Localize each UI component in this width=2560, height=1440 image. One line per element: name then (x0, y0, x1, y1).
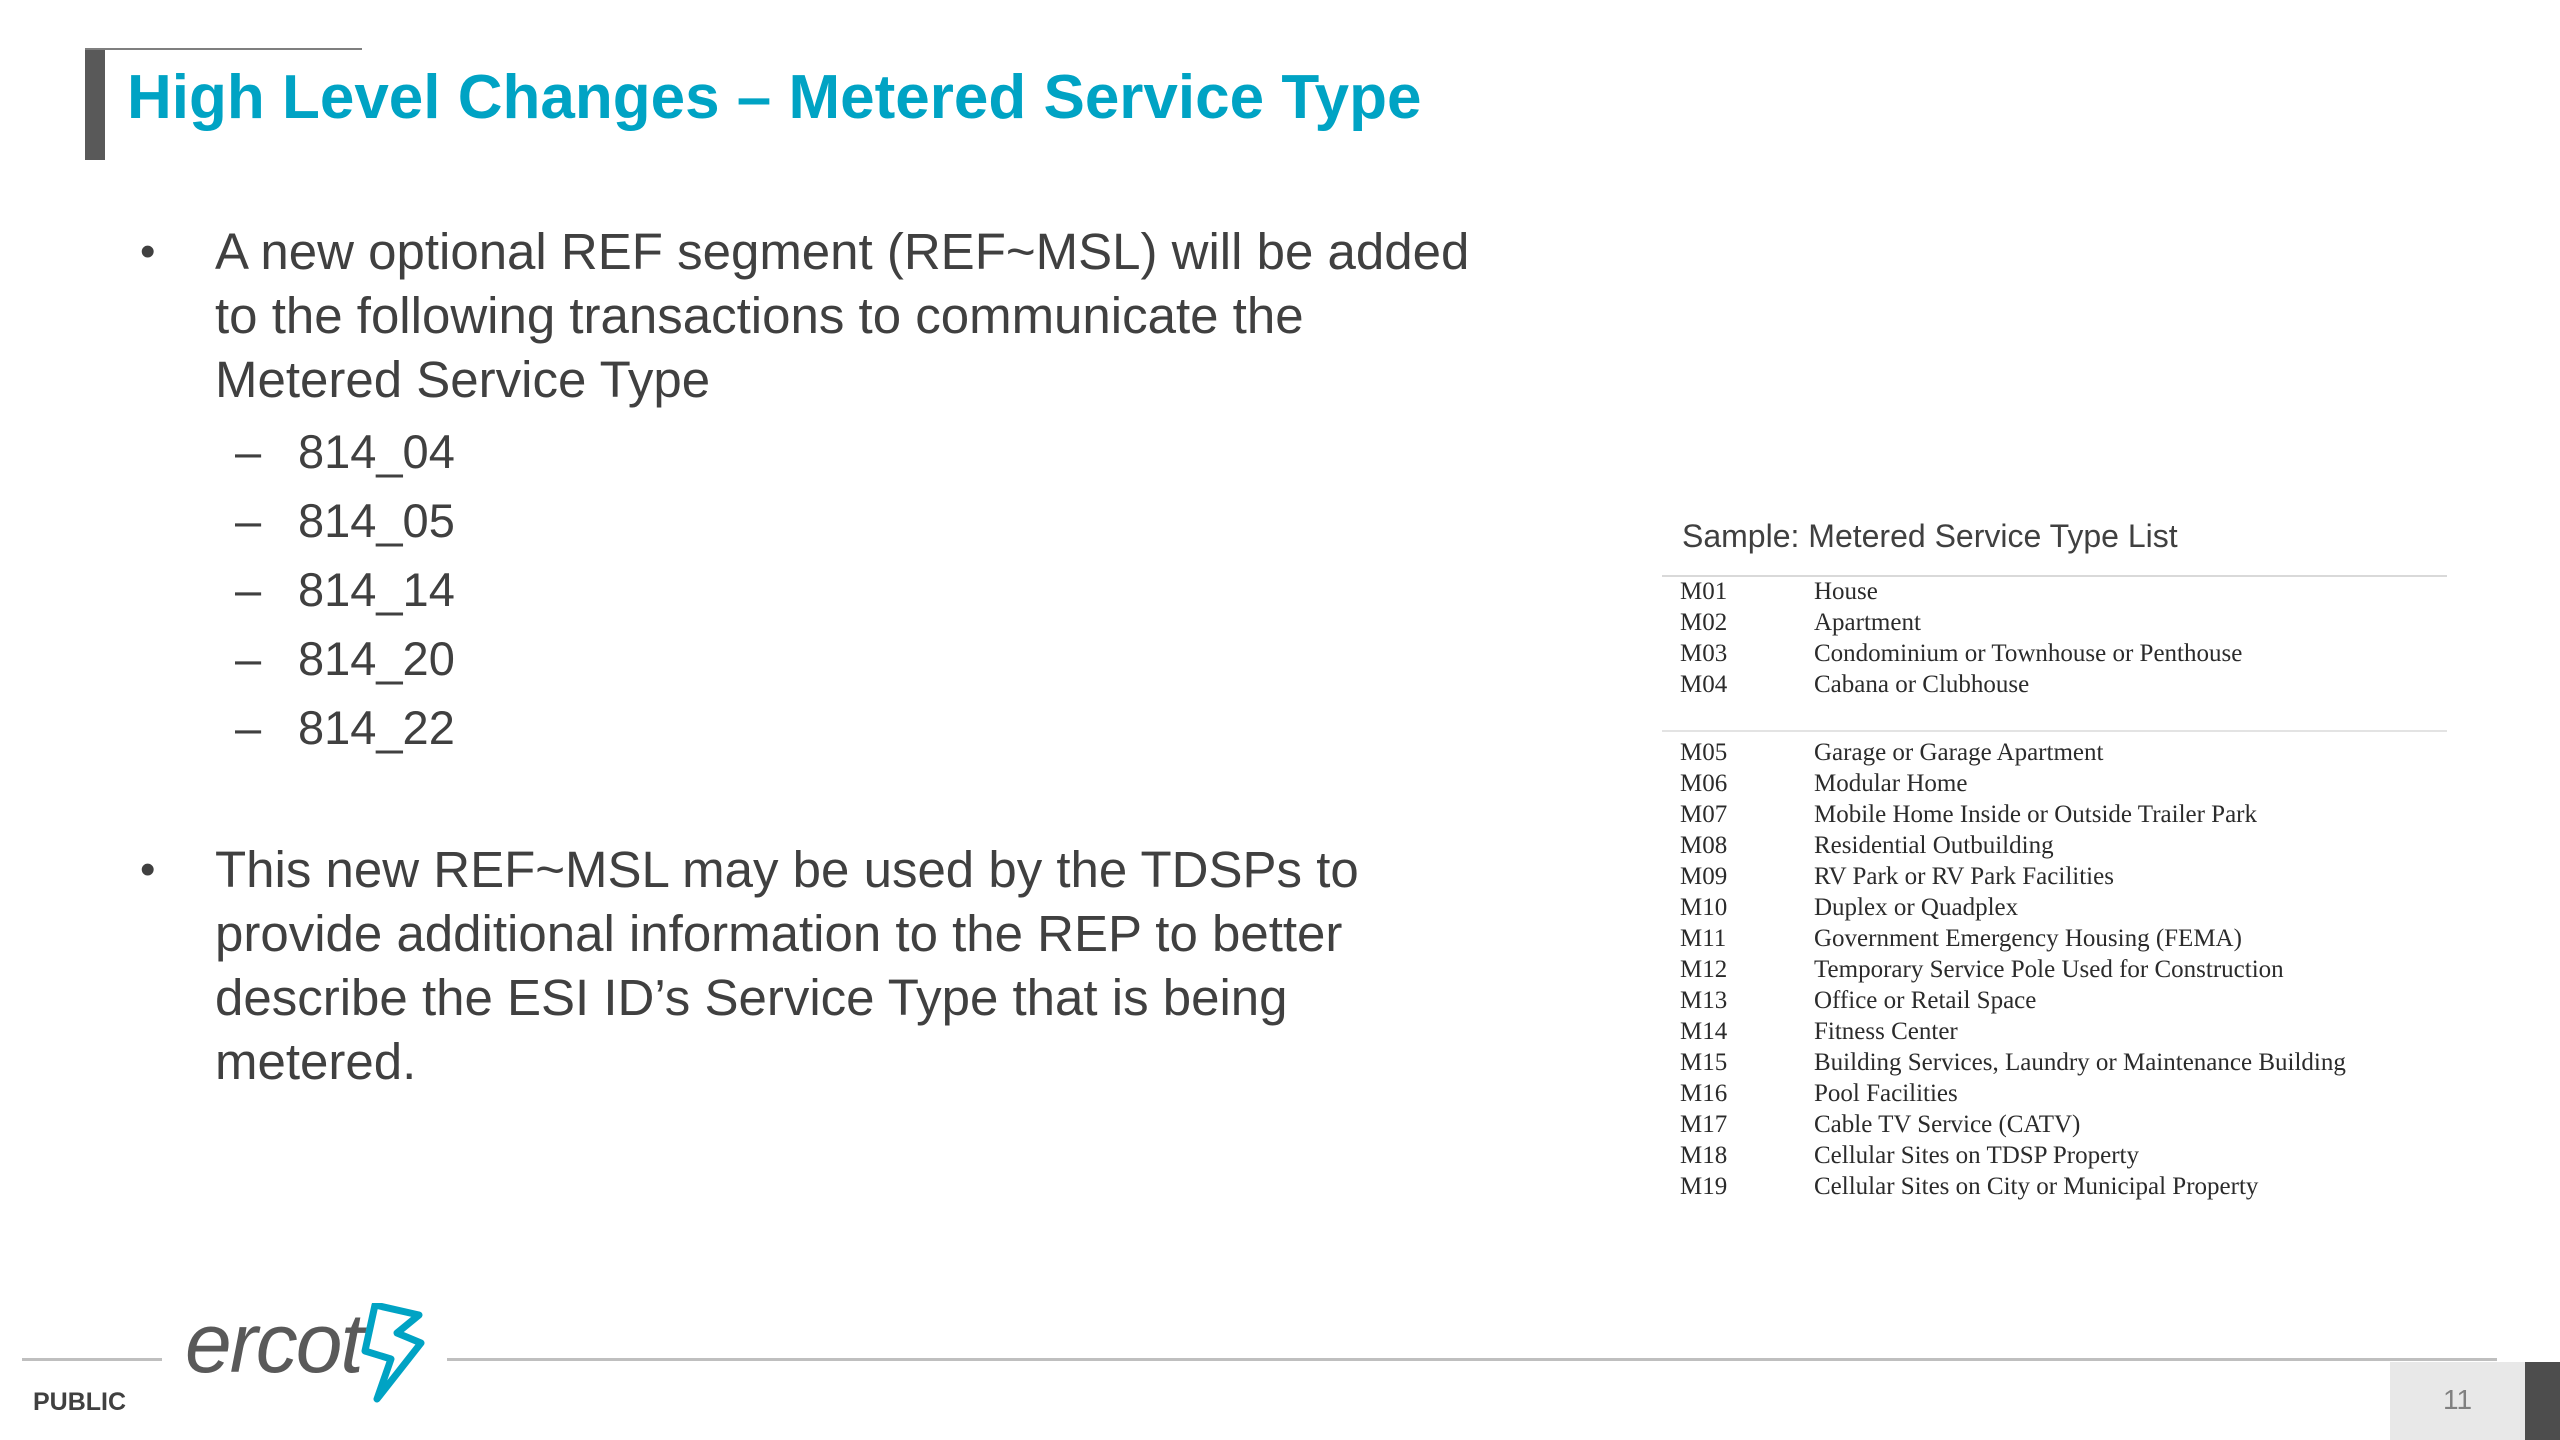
service-type-description: Cellular Sites on City or Municipal Prop… (1814, 1173, 2259, 1200)
service-type-code: M10 (1680, 894, 1728, 921)
service-type-code: M13 (1680, 987, 1728, 1014)
service-type-code: M18 (1680, 1142, 1728, 1169)
sub-marker: – (235, 632, 262, 685)
service-type-code: M14 (1680, 1018, 1728, 1045)
service-type-description: Cable TV Service (CATV) (1814, 1111, 2081, 1138)
logo-wordmark: ercot (185, 1296, 364, 1390)
sub-item: –814_20 (235, 629, 455, 689)
table-divider (1662, 575, 2447, 577)
service-type-code: M03 (1680, 640, 1728, 667)
service-type-description: Temporary Service Pole Used for Construc… (1814, 956, 2284, 983)
sub-item: –814_05 (235, 491, 455, 551)
service-type-code: M19 (1680, 1173, 1728, 1200)
sub-marker: – (235, 563, 262, 616)
service-type-code: M07 (1680, 801, 1728, 828)
page-corner-block (2525, 1362, 2560, 1440)
service-type-description: Duplex or Quadplex (1814, 894, 2019, 921)
service-type-description: Cabana or Clubhouse (1814, 671, 2030, 698)
bullet-marker: • (140, 227, 156, 276)
service-type-description: Mobile Home Inside or Outside Trailer Pa… (1814, 801, 2258, 828)
page-number-box: 11 (2390, 1362, 2525, 1440)
sub-item-text: 814_05 (298, 494, 455, 547)
service-type-description: Modular Home (1814, 770, 1968, 797)
sub-item-text: 814_22 (298, 701, 455, 754)
table-divider (1662, 730, 2447, 732)
bullet-2-text: This new REF~MSL may be used by the TDSP… (215, 841, 1359, 1090)
sub-marker: – (235, 494, 262, 547)
footer-rule (22, 1358, 162, 1361)
service-type-description: Cellular Sites on TDSP Property (1814, 1142, 2139, 1169)
service-type-code: M12 (1680, 956, 1728, 983)
service-type-code: M05 (1680, 739, 1728, 766)
sub-item-text: 814_04 (298, 425, 455, 478)
page-number: 11 (2442, 1384, 2473, 1415)
bullet-1-text: A new optional REF segment (REF~MSL) wil… (215, 223, 1470, 408)
lightning-bolt-icon (361, 1303, 425, 1403)
sub-item: –814_14 (235, 560, 455, 620)
sub-item-text: 814_20 (298, 632, 455, 685)
service-type-description: House (1814, 578, 1878, 605)
service-type-code: M06 (1680, 770, 1728, 797)
sample-caption: Sample: Metered Service Type List (1682, 518, 2178, 554)
service-type-code: M04 (1680, 671, 1728, 698)
service-type-code: M02 (1680, 609, 1728, 636)
slide-title: High Level Changes – Metered Service Typ… (127, 63, 1422, 132)
service-type-description: Fitness Center (1814, 1018, 1958, 1045)
sub-item-text: 814_14 (298, 563, 455, 616)
service-type-description: Apartment (1814, 609, 1921, 636)
ercot-logo: ercot (185, 1295, 435, 1405)
service-type-description: Office or Retail Space (1814, 987, 2037, 1014)
service-type-description: RV Park or RV Park Facilities (1814, 863, 2114, 890)
service-type-code: M15 (1680, 1049, 1728, 1076)
service-type-description: Pool Facilities (1814, 1080, 1958, 1107)
footer-rule (447, 1358, 2497, 1361)
service-type-code: M01 (1680, 578, 1728, 605)
bullet-marker: • (140, 845, 156, 894)
service-type-description: Government Emergency Housing (FEMA) (1814, 925, 2242, 952)
sub-marker: – (235, 425, 262, 478)
service-type-code: M11 (1680, 925, 1727, 952)
title-accent-line (85, 48, 362, 50)
sub-item: –814_04 (235, 422, 455, 482)
title-accent-bar (85, 50, 105, 160)
service-type-description: Garage or Garage Apartment (1814, 739, 2104, 766)
service-type-code: M09 (1680, 863, 1728, 890)
service-type-description: Residential Outbuilding (1814, 832, 2054, 859)
service-type-code: M17 (1680, 1111, 1728, 1138)
classification-label: PUBLIC (33, 1388, 127, 1416)
service-type-code: M08 (1680, 832, 1728, 859)
service-type-description: Building Services, Laundry or Maintenanc… (1814, 1049, 2346, 1076)
service-type-description: Condominium or Townhouse or Penthouse (1814, 640, 2243, 667)
sub-item: –814_22 (235, 698, 455, 758)
service-type-code: M16 (1680, 1080, 1728, 1107)
sub-marker: – (235, 701, 262, 754)
